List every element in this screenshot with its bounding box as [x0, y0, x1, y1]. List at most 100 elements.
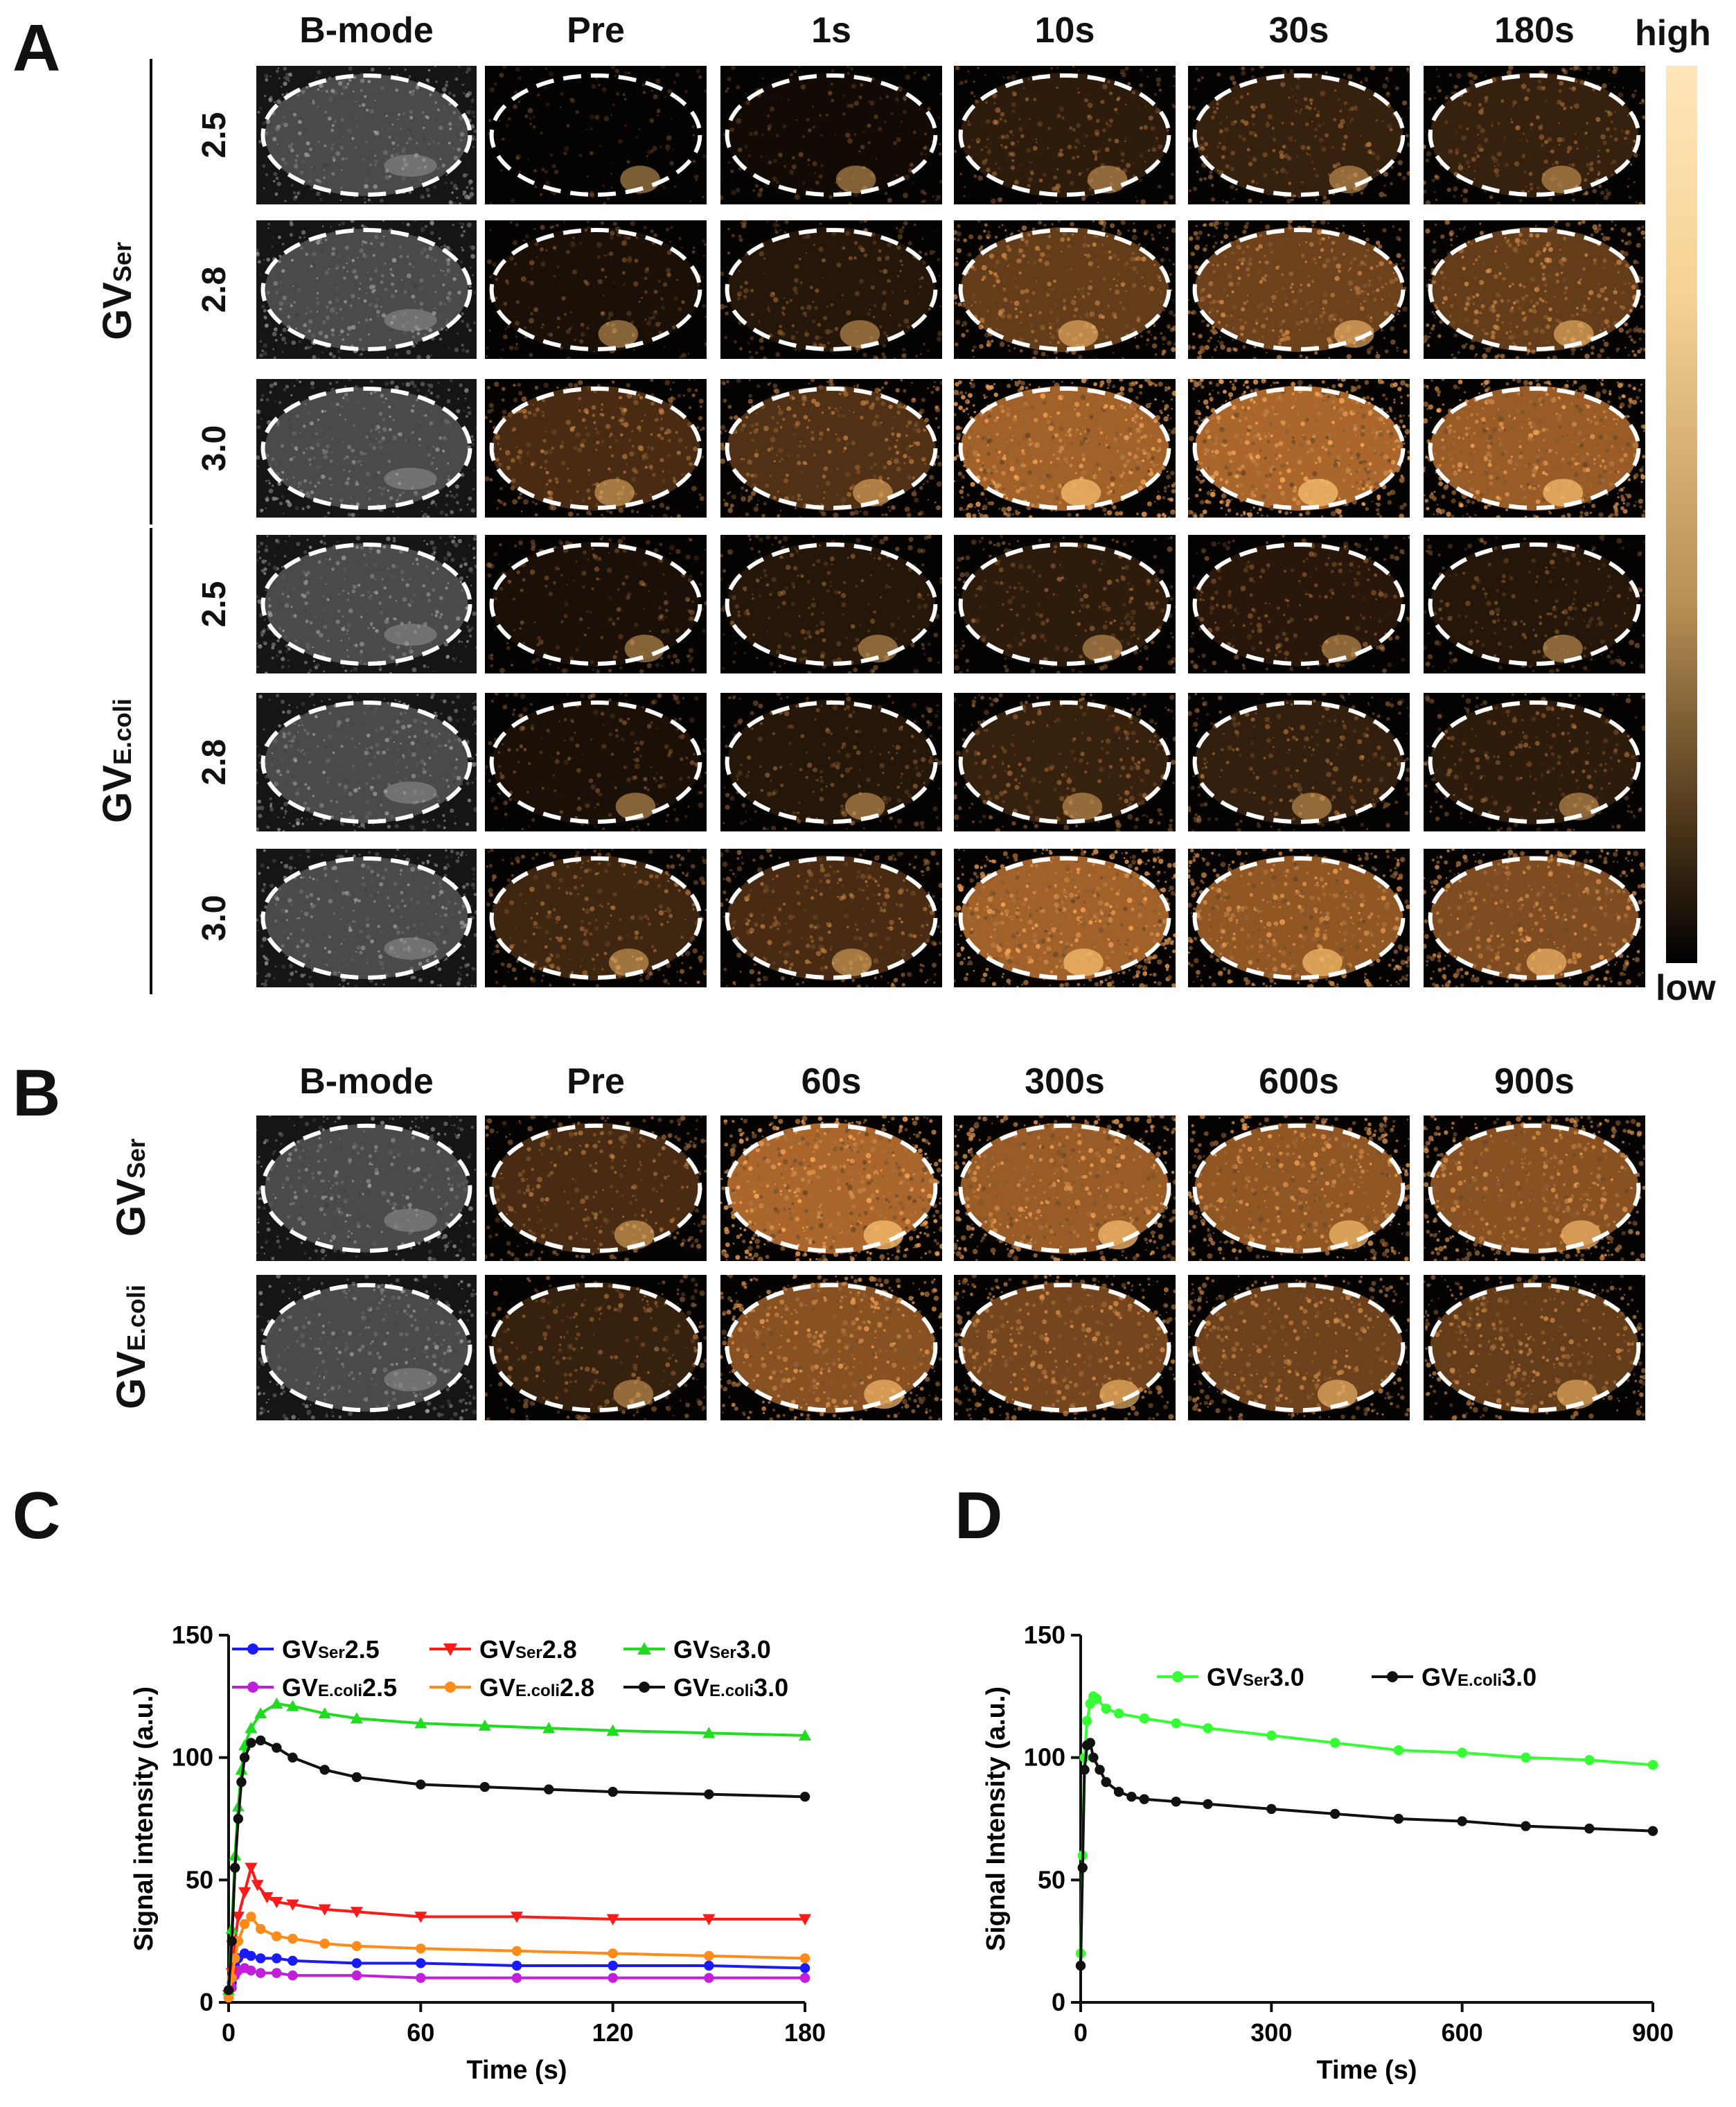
data-point — [1101, 1703, 1111, 1714]
contrast-image — [720, 535, 942, 673]
data-point — [247, 1682, 258, 1693]
data-point — [256, 1953, 266, 1964]
group-label-prefix: GV — [109, 1351, 154, 1409]
data-point — [608, 1948, 618, 1959]
data-point — [350, 1907, 363, 1919]
data-point — [1329, 1738, 1340, 1748]
x-tick-label: 900 — [1632, 2018, 1674, 2047]
legend-item: GVSer2.8 — [429, 1635, 577, 1664]
contrast-image — [1188, 535, 1410, 673]
legend-sub: Ser — [318, 1643, 345, 1662]
legend-item: GVE.coli2.5 — [232, 1673, 397, 1702]
data-point — [702, 1914, 716, 1925]
data-point — [256, 1923, 266, 1934]
contrast-image — [485, 849, 707, 987]
contrast-image — [954, 535, 1176, 673]
data-point — [270, 1697, 283, 1709]
contrast-image — [1188, 66, 1410, 204]
y-tick-label: 0 — [200, 1988, 213, 2016]
data-point — [1329, 1808, 1340, 1819]
legend-prefix: GV — [1207, 1663, 1243, 1691]
x-tick-label: 0 — [222, 2018, 236, 2047]
contrast-image — [954, 693, 1176, 831]
bmode-image — [256, 1275, 477, 1420]
chart-d-svg: 0 50 100 150 0 300 600 900 Time (s) Signal Intens… — [982, 1621, 1674, 2085]
legend-suffix: 3.0 — [1270, 1663, 1304, 1691]
series-1 — [1075, 1738, 1658, 1971]
contrast-image — [720, 379, 942, 518]
y-tick-label: 150 — [172, 1621, 213, 1649]
row-label: 2.5 — [196, 112, 233, 159]
group-label-sub: E.coli — [122, 1285, 150, 1352]
data-point — [606, 1914, 619, 1925]
contrast-image — [485, 220, 707, 359]
data-point — [445, 1682, 456, 1693]
data-point — [416, 1943, 426, 1954]
colorbar-high-label: high — [1635, 13, 1711, 53]
data-point — [414, 1912, 427, 1923]
y-axis-label: Signal intensity (a.u.) — [130, 1686, 159, 1951]
data-point — [231, 1912, 245, 1923]
contrast-image — [720, 1116, 942, 1261]
legend-label: GVSer3.0 — [1207, 1663, 1304, 1691]
contrast-image — [954, 66, 1176, 204]
data-point — [639, 1682, 650, 1693]
contrast-image — [1424, 220, 1645, 359]
x-tick-label: 300 — [1250, 2018, 1292, 2047]
group-label: GVE.coli — [95, 657, 140, 865]
data-point — [511, 1946, 522, 1956]
data-point — [1584, 1755, 1595, 1765]
legend-suffix: 2.8 — [560, 1673, 594, 1702]
bmode-image — [256, 220, 477, 359]
data-point — [246, 1912, 256, 1922]
data-point — [511, 1912, 523, 1923]
legend-prefix: GV — [479, 1673, 515, 1702]
data-point — [416, 1973, 426, 1983]
data-point — [608, 1973, 618, 1983]
panel-letter-b: B — [12, 1056, 61, 1130]
contrast-image — [485, 693, 707, 831]
data-point — [1075, 1960, 1086, 1971]
data-point — [256, 1735, 266, 1746]
chart-d: 0 50 100 150 0 300 600 900 Time (s) Signal Intens… — [963, 1594, 1732, 2106]
data-point — [245, 1862, 258, 1874]
data-point — [1139, 1713, 1149, 1724]
legend-label: GVE.coli3.0 — [1421, 1663, 1536, 1691]
data-point — [351, 1772, 362, 1783]
data-point — [1584, 1823, 1595, 1834]
data-point — [414, 1717, 427, 1729]
legend-prefix: GV — [282, 1673, 318, 1702]
data-point — [256, 1968, 266, 1978]
row-label: 2.8 — [196, 266, 233, 313]
data-point — [223, 1985, 234, 1995]
bmode-image — [256, 66, 477, 204]
data-point — [245, 1722, 258, 1734]
group-label: GVSer — [95, 187, 140, 395]
data-point — [1171, 1718, 1181, 1729]
data-point — [247, 1643, 258, 1655]
data-point — [351, 1970, 362, 1981]
legend-label: GVE.coli2.5 — [282, 1673, 397, 1702]
group-bracket — [150, 528, 152, 994]
x-tick-label: 120 — [592, 2018, 634, 2047]
contrast-image — [1188, 379, 1410, 518]
panel-b-column-header: Pre — [567, 1061, 625, 1102]
contrast-image — [1424, 1275, 1645, 1420]
group-label-prefix: GV — [95, 282, 140, 340]
x-tick-label: 600 — [1442, 2018, 1483, 2047]
data-point — [246, 1965, 256, 1976]
data-point — [350, 1712, 363, 1724]
panel-letter-d: D — [955, 1479, 1003, 1553]
data-point — [1091, 1693, 1102, 1704]
series-line — [1079, 1694, 1654, 1954]
contrast-image — [954, 849, 1176, 987]
contrast-image — [720, 1275, 942, 1420]
data-point — [260, 1892, 274, 1904]
panel-a-column-header: Pre — [567, 10, 625, 51]
data-point — [318, 1707, 331, 1719]
row-label: 3.0 — [196, 894, 233, 942]
legend-sub: Ser — [709, 1643, 736, 1662]
series-5 — [223, 1735, 811, 1995]
data-point — [319, 1939, 330, 1949]
legend-sub: E.coli — [1458, 1671, 1502, 1690]
